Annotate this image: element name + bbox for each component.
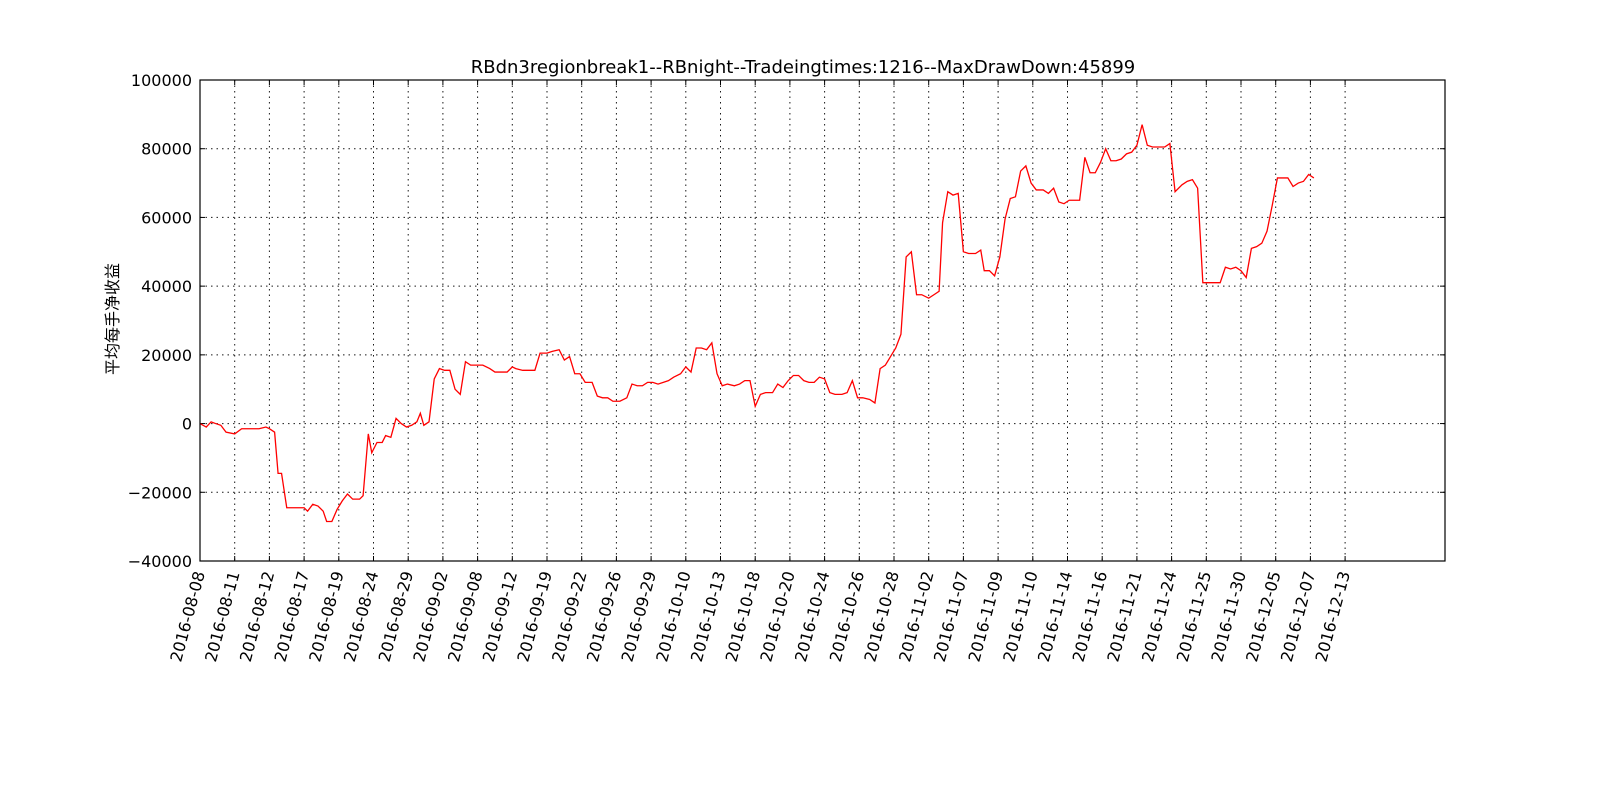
grid-layer bbox=[200, 80, 1445, 561]
x-tick-label: 2016-09-26 bbox=[583, 569, 625, 664]
x-tick-label: 2016-10-26 bbox=[826, 569, 868, 664]
x-tick-label: 2016-11-25 bbox=[1173, 569, 1215, 664]
x-tick-label: 2016-08-12 bbox=[236, 569, 278, 664]
x-ticks: 2016-08-082016-08-112016-08-122016-08-17… bbox=[166, 80, 1354, 664]
x-tick-label: 2016-10-13 bbox=[687, 569, 729, 664]
chart-title: RBdn3regionbreak1--RBnight--Tradeingtime… bbox=[471, 57, 1136, 78]
x-tick-label: 2016-12-07 bbox=[1277, 569, 1319, 664]
y-tick-label: −20000 bbox=[128, 483, 192, 502]
x-tick-label: 2016-10-10 bbox=[652, 569, 694, 664]
y-tick-label: 0 bbox=[182, 415, 192, 434]
x-tick-label: 2016-11-10 bbox=[999, 569, 1041, 664]
x-tick-label: 2016-08-24 bbox=[340, 569, 382, 664]
x-tick-label: 2016-09-08 bbox=[444, 569, 486, 664]
x-tick-label: 2016-09-19 bbox=[513, 569, 555, 664]
x-tick-label: 2016-11-24 bbox=[1138, 569, 1180, 664]
x-tick-label: 2016-12-13 bbox=[1312, 569, 1354, 664]
y-ticks: −40000 −20000 0 20000 40000 60000 80000 100000 bbox=[128, 71, 1445, 571]
y-tick-label: −40000 bbox=[128, 552, 192, 571]
x-tick-label: 2016-10-18 bbox=[722, 569, 764, 664]
x-tick-label: 2016-08-29 bbox=[375, 569, 417, 664]
x-tick-label: 2016-11-02 bbox=[895, 569, 937, 664]
series-layer bbox=[199, 124, 1315, 523]
y-tick-label: 100000 bbox=[131, 71, 192, 90]
x-tick-label: 2016-10-24 bbox=[791, 569, 833, 664]
x-tick-label: 2016-11-21 bbox=[1103, 569, 1145, 664]
x-tick-label: 2016-09-29 bbox=[618, 569, 660, 664]
x-tick-label: 2016-11-14 bbox=[1034, 569, 1076, 664]
plot-frame bbox=[199, 79, 1446, 562]
series-line-0 bbox=[199, 124, 1315, 523]
x-tick-label: 2016-08-19 bbox=[305, 569, 347, 664]
x-tick-label: 2016-08-08 bbox=[166, 569, 208, 664]
x-tick-label: 2016-09-02 bbox=[409, 569, 451, 664]
x-tick-label: 2016-12-05 bbox=[1242, 569, 1284, 664]
x-tick-label: 2016-08-11 bbox=[201, 569, 243, 664]
x-tick-label: 2016-10-28 bbox=[860, 569, 902, 664]
y-tick-label: 20000 bbox=[141, 346, 192, 365]
x-tick-label: 2016-09-22 bbox=[548, 569, 590, 664]
x-tick-label: 2016-08-17 bbox=[271, 569, 313, 664]
x-tick-label: 2016-11-07 bbox=[930, 569, 972, 664]
y-tick-label: 40000 bbox=[141, 277, 192, 296]
y-tick-label: 80000 bbox=[141, 140, 192, 159]
y-axis-label: 平均每手净收益 bbox=[103, 263, 122, 375]
x-tick-label: 2016-11-09 bbox=[965, 569, 1007, 664]
y-tick-label: 60000 bbox=[141, 208, 192, 227]
x-tick-label: 2016-11-16 bbox=[1069, 569, 1111, 664]
x-tick-label: 2016-10-20 bbox=[756, 569, 798, 664]
x-tick-label: 2016-11-30 bbox=[1207, 569, 1249, 664]
x-tick-label: 2016-09-12 bbox=[479, 569, 521, 664]
